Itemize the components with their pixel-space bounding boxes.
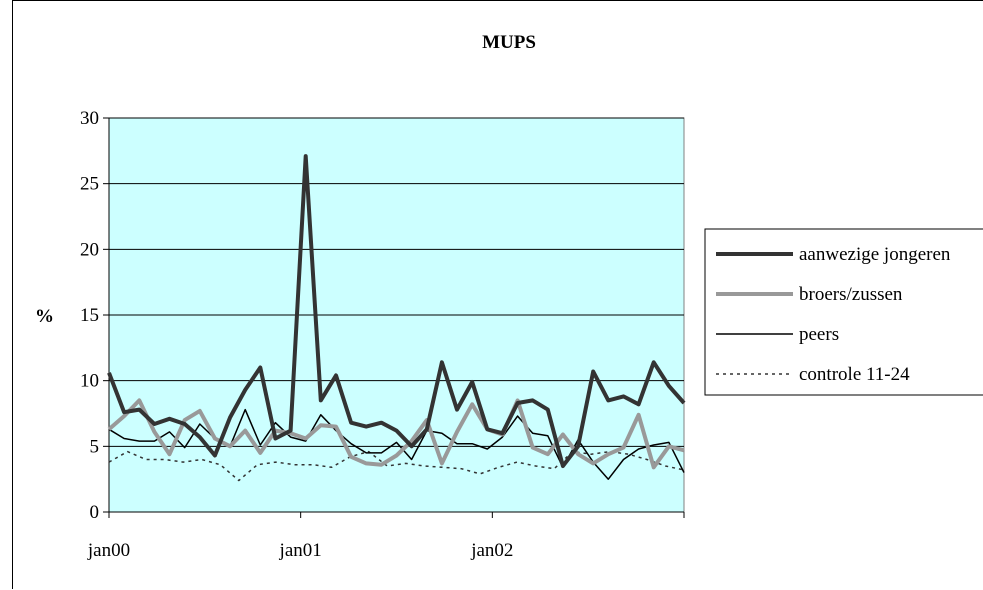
y-tick-label: 25 (80, 174, 99, 195)
y-tick-label: 10 (80, 371, 99, 392)
y-tick-label: 30 (80, 108, 99, 129)
y-tick-label: 20 (80, 239, 99, 260)
y-axis-label: % (35, 306, 54, 327)
series-line-0 (107, 154, 686, 468)
series-line-2 (108, 408, 685, 480)
chart-title: MUPS (482, 32, 536, 53)
legend-label: aanwezige jongeren (799, 244, 951, 265)
y-tick-label: 5 (90, 436, 100, 457)
y-tick-label: 0 (90, 502, 100, 523)
legend-label: broers/zussen (799, 284, 903, 305)
series-line-1 (107, 398, 685, 470)
line-chart: MUPS 0 5 10 15 20 25 30 jan00 jan01 jan02 % aanwe… (35, 32, 983, 561)
x-tick-label: jan02 (470, 540, 513, 561)
series-line-3 (108, 450, 685, 482)
series-layer (107, 154, 686, 482)
x-tick-label: jan01 (279, 540, 322, 561)
axes: 0 5 10 15 20 25 30 jan00 jan01 jan02 (80, 108, 685, 561)
chart-area: MUPS 0 5 10 15 20 25 30 jan00 jan01 jan02 % aanwe… (12, 0, 983, 589)
legend-box (704, 228, 983, 396)
legend-label: peers (799, 324, 839, 345)
y-tick-label: 15 (80, 305, 99, 326)
legend: aanwezige jongeren broers/zussen peers cont… (704, 228, 983, 396)
x-tick-label: jan00 (87, 540, 130, 561)
legend-label: controle 11-24 (799, 364, 910, 385)
